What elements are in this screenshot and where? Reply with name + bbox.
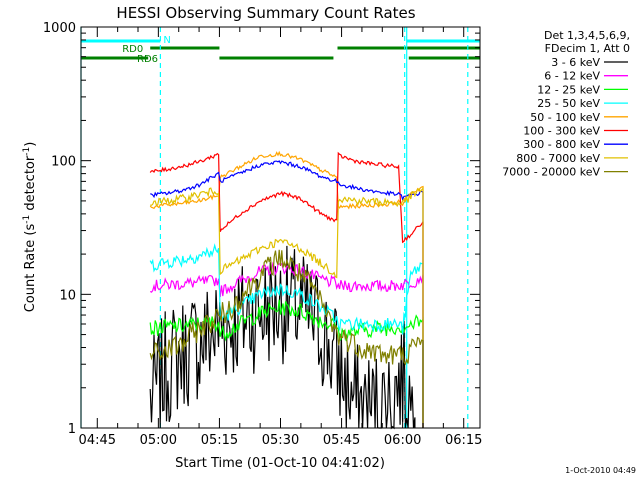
y-axis-title: Count Rate (s-1 detector-1) <box>22 142 38 313</box>
x-tick-label: 05:00 <box>140 433 177 448</box>
y-axis-title-main: Count Rate (s <box>23 224 38 313</box>
x-tick-label: 04:45 <box>79 433 116 448</box>
series-lines <box>149 150 424 430</box>
state-change-lines <box>80 27 469 428</box>
y-axis-title-mid: detector <box>23 155 38 215</box>
y-axis-title-sup1: -1 <box>22 215 32 224</box>
x-axis: 04:45 05:00 05:15 05:30 05:45 06:00 06:15 <box>79 27 482 448</box>
series-line-50-100-kev <box>149 150 424 428</box>
x-tick-label: 05:30 <box>262 433 299 448</box>
footer-timestamp: 1-Oct-2010 04:49 <box>565 466 636 475</box>
y-axis-title-sup2: -1 <box>22 147 32 156</box>
plot-frame <box>80 26 481 429</box>
legend-header-line-2: FDecim 1, Att 0 <box>545 42 630 55</box>
x-tick-label: 05:15 <box>201 433 238 448</box>
chart-title: HESSI Observing Summary Count Rates <box>116 4 415 22</box>
series-line-12-25-kev <box>149 299 424 428</box>
legend-label-100-300-kev: 100 - 300 keV <box>523 125 600 138</box>
x-tick-label: 06:15 <box>445 433 482 448</box>
legend: Det 1,3,4,5,6,9, FDecim 1, Att 0 3 - 6 k… <box>502 29 630 179</box>
series-line-800-7000-kev <box>150 186 424 428</box>
y-axis: 1 10 100 1000 <box>43 21 480 437</box>
flag-label-n: N <box>163 35 170 46</box>
series-line-6-12-kev <box>149 261 424 428</box>
y-tick-label: 10 <box>59 288 76 303</box>
legend-label-12-25-kev: 12 - 25 keV <box>537 83 600 96</box>
series-line-3-6-kev <box>149 245 416 430</box>
y-tick-label: 1000 <box>43 21 76 36</box>
x-tick-label: 05:45 <box>323 433 360 448</box>
legend-label-50-100-kev: 50 - 100 keV <box>530 111 600 124</box>
flag-label-rd6: RD6 <box>137 54 158 65</box>
legend-label-7000-20000-kev: 7000 - 20000 keV <box>502 166 600 179</box>
legend-label-300-800-kev: 300 - 800 keV <box>523 138 600 151</box>
legend-label-3-6-kev: 3 - 6 keV <box>551 56 600 69</box>
legend-label-6-12-kev: 6 - 12 keV <box>544 70 600 83</box>
x-axis-title: Start Time (01-Oct-10 04:41:02) <box>175 456 385 471</box>
legend-label-25-50-kev: 25 - 50 keV <box>537 97 600 110</box>
y-tick-label: 100 <box>51 155 76 170</box>
flag-label-rd0: RD0 <box>122 44 143 55</box>
y-tick-label: 1 <box>68 422 76 437</box>
series-line-300-800-kev <box>150 160 424 428</box>
series-line-7000-20000-kev <box>149 249 424 428</box>
y-axis-title-end: ) <box>23 142 38 147</box>
x-tick-label: 06:00 <box>384 433 421 448</box>
series-line-25-50-kev <box>149 243 424 428</box>
legend-header-line-1: Det 1,3,4,5,6,9, <box>544 29 630 42</box>
legend-label-800-7000-kev: 800 - 7000 keV <box>516 152 600 165</box>
series-line-100-300-kev <box>149 151 424 428</box>
